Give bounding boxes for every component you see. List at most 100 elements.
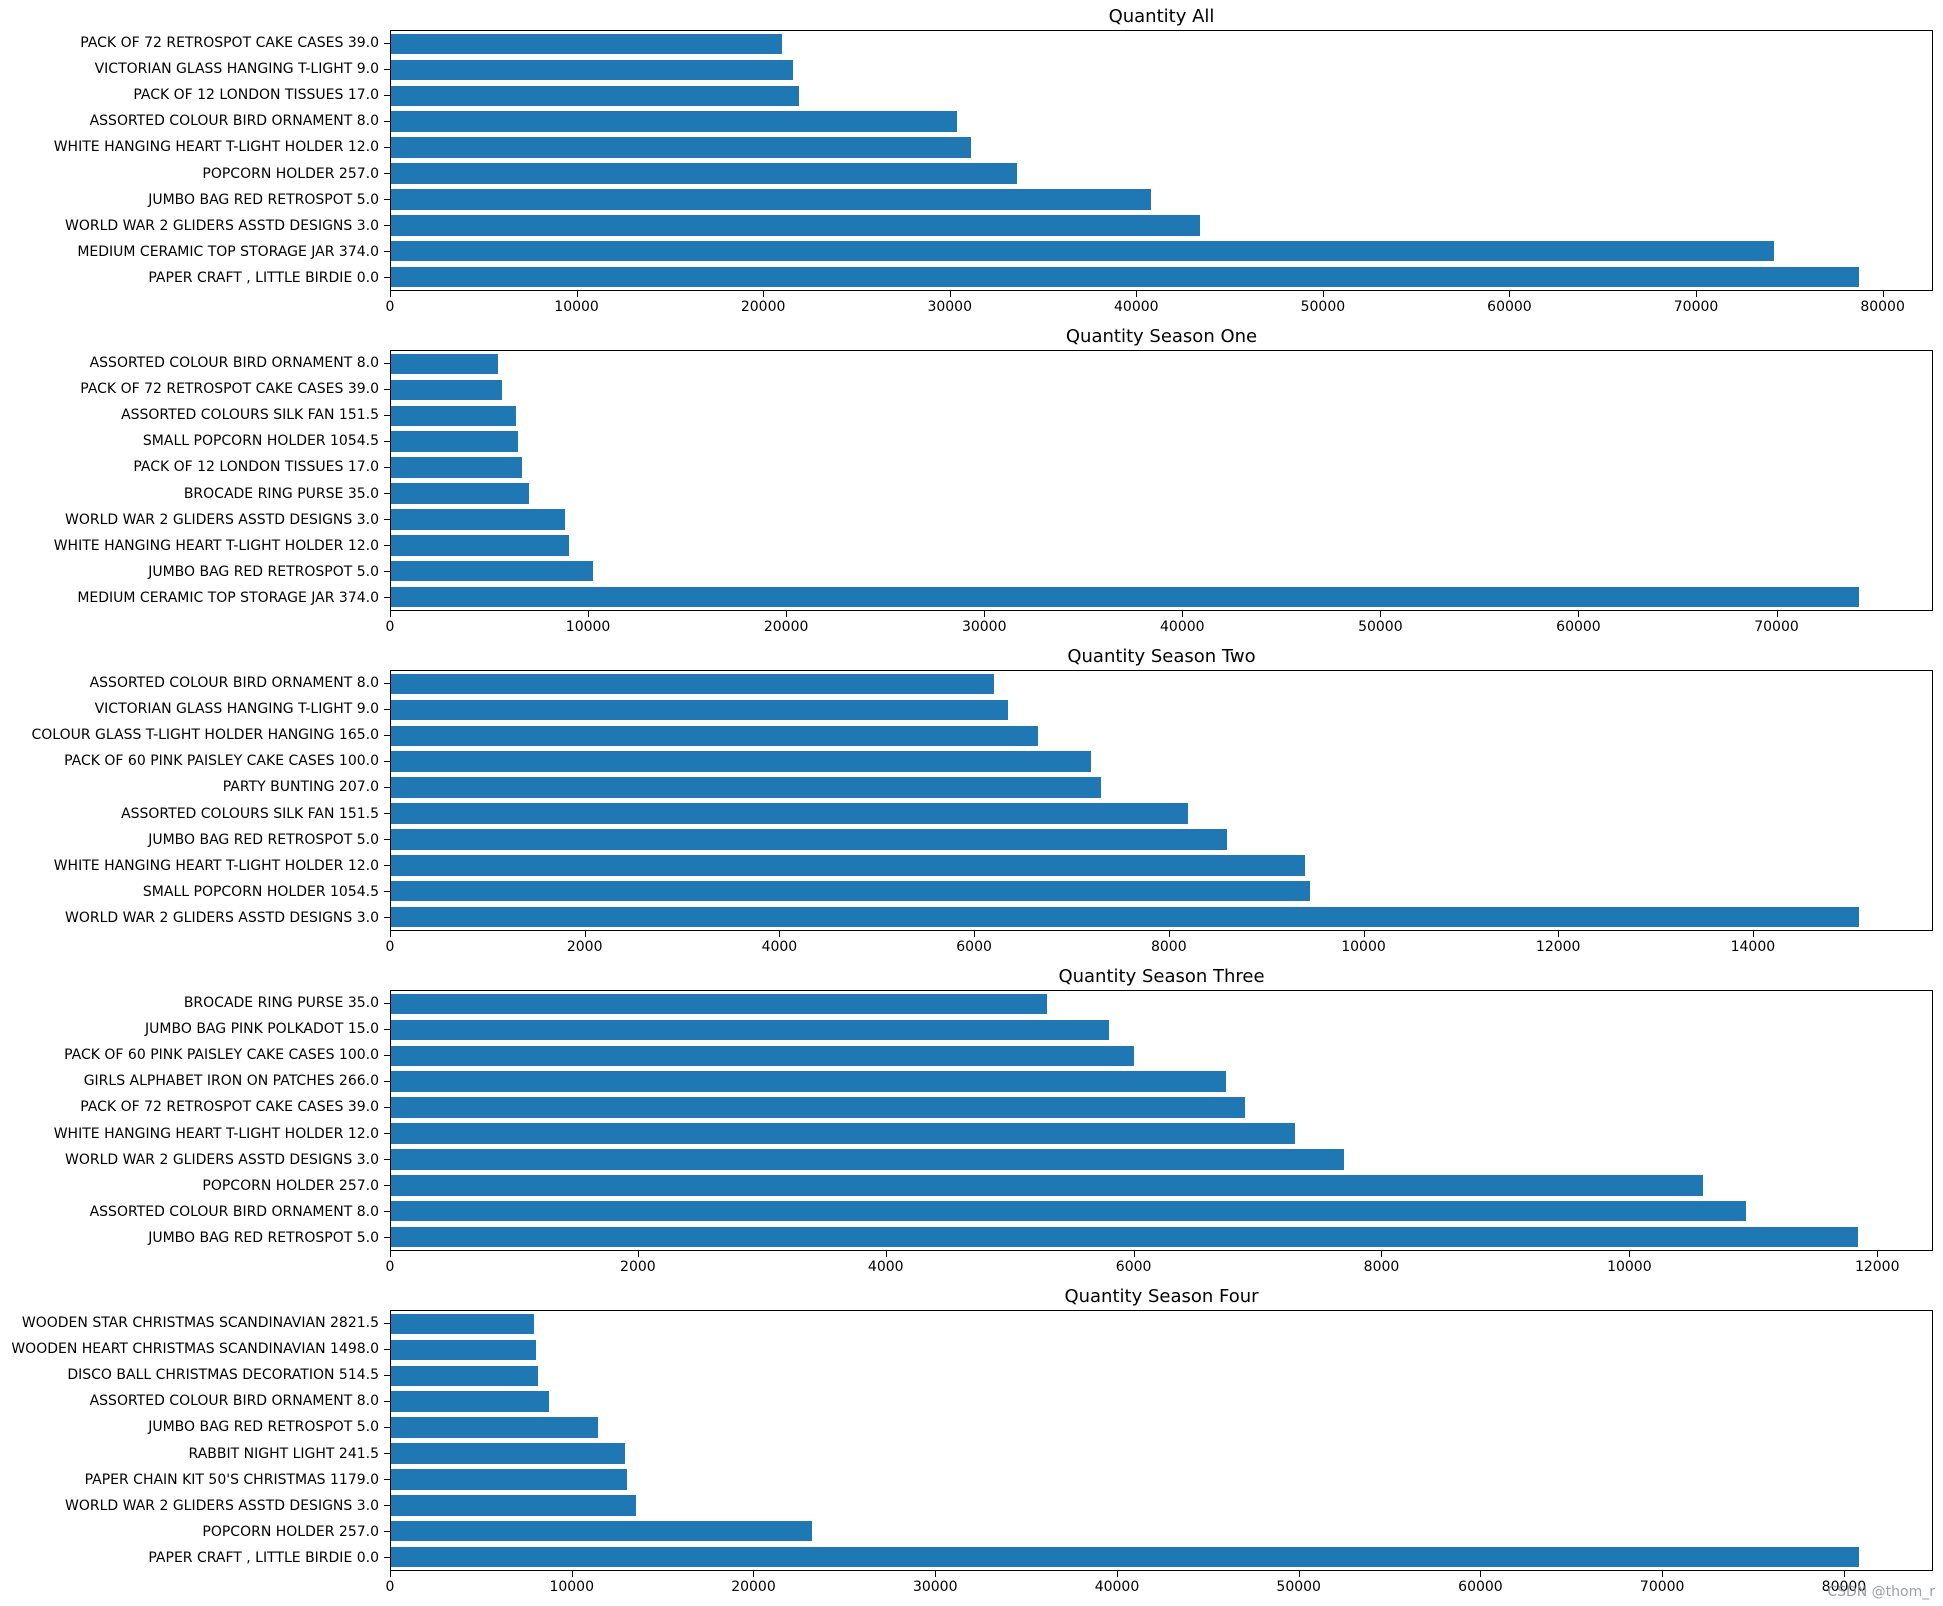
bar-row: [391, 57, 1932, 83]
bar-row: [391, 1363, 1932, 1389]
x-tick-mark: [786, 611, 788, 617]
y-tick-mark: [384, 146, 390, 148]
plot-area: [390, 1310, 1933, 1571]
x-axis-tick-label: 60000: [1458, 1579, 1503, 1595]
x-tick-mark: [1136, 291, 1138, 297]
bar-row: [391, 264, 1932, 290]
chart-title: Quantity Season Four: [1064, 1286, 1259, 1307]
x-axis-tick-label: 30000: [961, 619, 1007, 635]
bar-row: [391, 186, 1932, 212]
x-tick-mark: [1182, 611, 1184, 617]
bar: [391, 483, 530, 504]
y-axis-label: PACK OF 72 RETROSPOT CAKE CASES 39.0: [80, 1099, 379, 1116]
y-axis-label-row: POPCORN HOLDER 257.0: [6, 160, 390, 186]
bar-row: [391, 135, 1932, 161]
chart-main: ASSORTED COLOUR BIRD ORNAMENT 8.0 PACK OF…: [6, 350, 1933, 611]
bar: [391, 699, 1009, 721]
y-axis: BROCADE RING PURSE 35.0 JUMBO BAG PINK PO…: [6, 990, 390, 1251]
y-tick-mark: [384, 1322, 390, 1324]
y-tick-mark: [384, 682, 390, 684]
y-axis-label-row: ASSORTED COLOUR BIRD ORNAMENT 8.0: [6, 108, 390, 134]
y-axis-label: PACK OF 72 RETROSPOT CAKE CASES 39.0: [80, 35, 379, 52]
y-axis-label-row: SMALL POPCORN HOLDER 1054.5: [6, 879, 390, 905]
x-tick-mark: [1696, 291, 1698, 297]
y-axis-label-row: DISCO BALL CHRISTMAS DECORATION 514.5: [6, 1362, 390, 1388]
bar: [391, 1071, 1227, 1092]
y-tick-mark: [384, 1426, 390, 1428]
y-axis-label: GIRLS ALPHABET IRON ON PATCHES 266.0: [83, 1073, 379, 1090]
bar-row: [391, 878, 1932, 904]
y-axis-label-row: WHITE HANGING HEART T-LIGHT HOLDER 12.0: [6, 853, 390, 879]
y-axis-label-row: JUMBO BAG RED RETROSPOT 5.0: [6, 827, 390, 853]
x-axis: 0 10000 20000 30000 40000 50000 60000 70000 8000…: [386, 1571, 1933, 1604]
chart-title: Quantity All: [1108, 6, 1215, 27]
chart-quantity-all: Quantity All PACK OF 72 RETROSPOT CAKE CA…: [6, 4, 1933, 324]
y-axis-label: ASSORTED COLOUR BIRD ORNAMENT 8.0: [89, 113, 379, 130]
x-axis-tick-label: 80000: [1860, 299, 1905, 315]
bar-row: [391, 1492, 1932, 1518]
chart-quantity-season-two: Quantity Season Two ASSORTED COLOUR BIRD …: [6, 644, 1933, 964]
bar: [391, 266, 1860, 288]
x-axis: 0 2000 4000 6000 8000 10000 12000 14000: [386, 931, 1933, 964]
bar-row: [391, 429, 1932, 455]
y-tick-mark: [384, 1028, 390, 1030]
bar-row: [391, 161, 1932, 187]
y-tick-mark: [384, 813, 390, 815]
bar-row: [391, 31, 1932, 57]
bar-row: [391, 1121, 1932, 1147]
y-axis-label: VICTORIAN GLASS HANGING T-LIGHT 9.0: [94, 701, 379, 718]
x-axis-tick-label: 70000: [1673, 299, 1719, 315]
x-axis-tick-label: 30000: [927, 299, 972, 315]
bar: [391, 111, 958, 132]
y-tick-mark: [384, 466, 390, 468]
x-tick-mark: [637, 1251, 639, 1257]
y-axis-label: WORLD WAR 2 GLIDERS ASSTD DESIGNS 3.0: [65, 217, 379, 234]
x-tick-mark: [1381, 1251, 1383, 1257]
y-axis-label-row: WHITE HANGING HEART T-LIGHT HOLDER 12.0: [6, 533, 390, 559]
x-tick-mark: [571, 1571, 573, 1577]
bar: [391, 59, 794, 81]
y-tick-mark: [384, 1453, 390, 1455]
x-axis-tick-label: 10000: [1341, 939, 1386, 955]
bar: [391, 457, 522, 478]
x-tick-mark: [1480, 1571, 1482, 1577]
x-tick-mark: [935, 1571, 937, 1577]
y-tick-mark: [384, 597, 390, 599]
y-tick-mark: [384, 1400, 390, 1402]
y-axis-label-row: ASSORTED COLOURS SILK FAN 151.5: [6, 402, 390, 428]
y-axis-label: PAPER CRAFT , LITTLE BIRDIE 0.0: [148, 1549, 379, 1566]
y-tick-mark: [384, 1479, 390, 1481]
x-axis: 0 10000 20000 30000 40000 50000 60000 70000 8000…: [386, 291, 1933, 324]
bar-row: [391, 852, 1932, 878]
bar: [391, 1443, 626, 1464]
y-axis-label-row: PAPER CHAIN KIT 50'S CHRISTMAS 1179.0: [6, 1467, 390, 1493]
y-axis-label-row: POPCORN HOLDER 257.0: [6, 1173, 390, 1199]
chart-main: ASSORTED COLOUR BIRD ORNAMENT 8.0 VICTORI…: [6, 670, 1933, 931]
bar-row: [391, 481, 1932, 507]
chart-quantity-season-four: Quantity Season Four WOODEN STAR CHRISTMA…: [6, 1284, 1933, 1604]
y-tick-mark: [384, 251, 390, 253]
x-axis-tick-label: 50000: [1276, 1579, 1321, 1595]
plot-area: [390, 350, 1933, 611]
bar-row: [391, 749, 1932, 775]
x-axis-tick-label: 80000: [1821, 1579, 1867, 1595]
y-tick-mark: [384, 173, 390, 175]
x-tick-mark: [1168, 931, 1170, 937]
x-axis-tick-label: 50000: [1358, 619, 1403, 635]
y-tick-mark: [384, 1159, 390, 1161]
bar: [391, 353, 498, 375]
x-tick-mark: [390, 291, 391, 297]
bar: [391, 379, 502, 401]
bar-row: [391, 351, 1932, 377]
y-axis-label-row: PACK OF 12 LONDON TISSUES 17.0: [6, 454, 390, 480]
y-tick-mark: [384, 94, 390, 96]
bar-row: [391, 109, 1932, 135]
y-axis-label: ASSORTED COLOURS SILK FAN 151.5: [121, 805, 379, 822]
x-axis-tick-label: 8000: [1150, 939, 1187, 955]
y-axis-label-row: WORLD WAR 2 GLIDERS ASSTD DESIGNS 3.0: [6, 1493, 390, 1519]
bar: [391, 431, 518, 452]
x-tick-mark: [1133, 1251, 1135, 1257]
x-axis-tick-label: 2000: [566, 939, 603, 955]
y-tick-mark: [384, 1557, 390, 1559]
